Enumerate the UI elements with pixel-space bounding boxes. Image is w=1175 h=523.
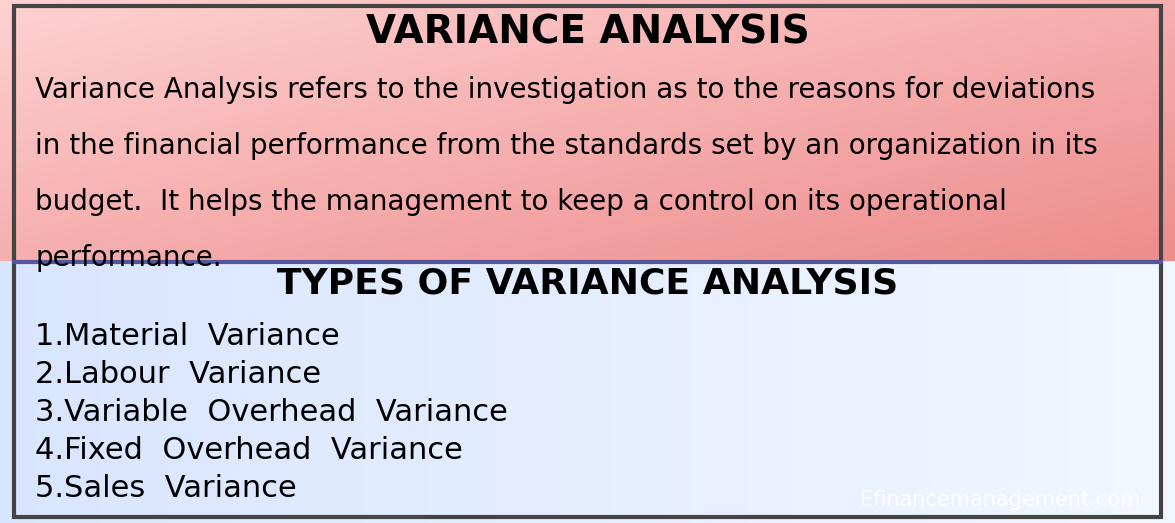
Text: 4.Fixed  Overhead  Variance: 4.Fixed Overhead Variance — [35, 436, 463, 465]
Text: 3.Variable  Overhead  Variance: 3.Variable Overhead Variance — [35, 398, 508, 427]
Text: in the financial performance from the standards set by an organization in its: in the financial performance from the st… — [35, 132, 1097, 160]
Text: performance.: performance. — [35, 244, 222, 272]
Text: Variance Analysis refers to the investigation as to the reasons for deviations: Variance Analysis refers to the investig… — [35, 76, 1095, 104]
Text: 5.Sales  Variance: 5.Sales Variance — [35, 474, 297, 503]
Text: 2.Labour  Variance: 2.Labour Variance — [35, 360, 322, 389]
Text: TYPES OF VARIANCE ANALYSIS: TYPES OF VARIANCE ANALYSIS — [277, 267, 898, 301]
Text: 1.Material  Variance: 1.Material Variance — [35, 322, 340, 350]
Text: budget.  It helps the management to keep a control on its operational: budget. It helps the management to keep … — [35, 188, 1007, 216]
Text: VARIANCE ANALYSIS: VARIANCE ANALYSIS — [365, 13, 810, 51]
Text: Efinancemanagement.com: Efinancemanagement.com — [859, 490, 1140, 510]
